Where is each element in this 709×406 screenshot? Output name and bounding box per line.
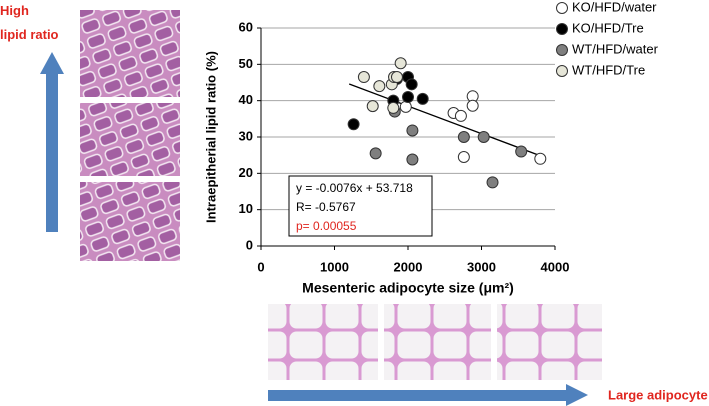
- x-tick-label: 0: [257, 259, 264, 274]
- y-tick-label: 50: [239, 56, 253, 71]
- side-label: Large adipocyte: [608, 387, 708, 402]
- stats-box: [288, 175, 433, 237]
- arrow-head: [566, 384, 588, 406]
- point: [486, 176, 499, 189]
- plot: 0 10 20 30 40 50 60 0 1000 2000 3000 4000 KO/HFD/wat…: [239, 0, 659, 274]
- point: [399, 100, 412, 113]
- point: [406, 124, 419, 137]
- side-label: High lipid ratio: [0, 3, 59, 42]
- legend-marker: [556, 65, 568, 77]
- trendline: [348, 83, 541, 157]
- point: [369, 147, 382, 160]
- histology-image: [268, 304, 378, 380]
- y-tick-label: 20: [239, 165, 253, 180]
- point: [457, 150, 470, 163]
- point: [366, 100, 379, 113]
- point: [534, 152, 547, 165]
- histology-image: [80, 103, 180, 176]
- y-axis-title: Intraepitherial lipid ratio (%): [203, 51, 218, 223]
- point: [515, 145, 528, 158]
- histology-image: [80, 10, 180, 97]
- y-tick-label: 60: [239, 19, 253, 34]
- x-axis-title: Mesenteric adipocyte size (μm²): [302, 280, 514, 296]
- arrow-head: [40, 52, 64, 74]
- point: [416, 92, 429, 105]
- point: [390, 71, 403, 84]
- legend-marker: [556, 44, 568, 56]
- point: [457, 131, 470, 143]
- x-tick-label: 3000: [467, 259, 496, 274]
- legend-label: KO/HFD/Tre: [572, 20, 644, 35]
- x-tick-label: 2000: [394, 259, 423, 274]
- legend-label: KO/HFD/water: [572, 0, 657, 14]
- point: [477, 131, 490, 143]
- histology-image: [497, 304, 602, 380]
- point: [387, 101, 400, 114]
- point: [402, 91, 414, 104]
- legend-label: WT/HFD/Tre: [572, 62, 645, 77]
- point: [394, 57, 407, 70]
- point: [373, 80, 386, 93]
- point: [466, 99, 479, 112]
- y-tick-label: 0: [246, 237, 253, 252]
- legend-label: WT/HFD/water: [572, 41, 659, 56]
- x-tick-label: 1000: [320, 259, 349, 274]
- p-value: p= 0.00055: [296, 219, 357, 233]
- point: [405, 78, 418, 91]
- histology-image: [384, 304, 491, 380]
- point: [454, 109, 467, 122]
- point: [357, 71, 370, 84]
- point: [347, 118, 360, 131]
- legend-marker: [556, 23, 568, 35]
- y-tick-label: 30: [239, 128, 253, 143]
- equation: y = -0.0076x + 53.718: [296, 181, 413, 195]
- y-tick-label: 40: [239, 92, 253, 107]
- arrow: [46, 72, 58, 232]
- legend-marker: [556, 2, 568, 14]
- y-tick-label: 10: [239, 201, 253, 216]
- arrow: [268, 390, 568, 401]
- r-value: R= -0.5767: [296, 200, 356, 214]
- point: [406, 153, 419, 166]
- x-tick-label: 4000: [541, 259, 570, 274]
- histology-image: [80, 182, 180, 261]
